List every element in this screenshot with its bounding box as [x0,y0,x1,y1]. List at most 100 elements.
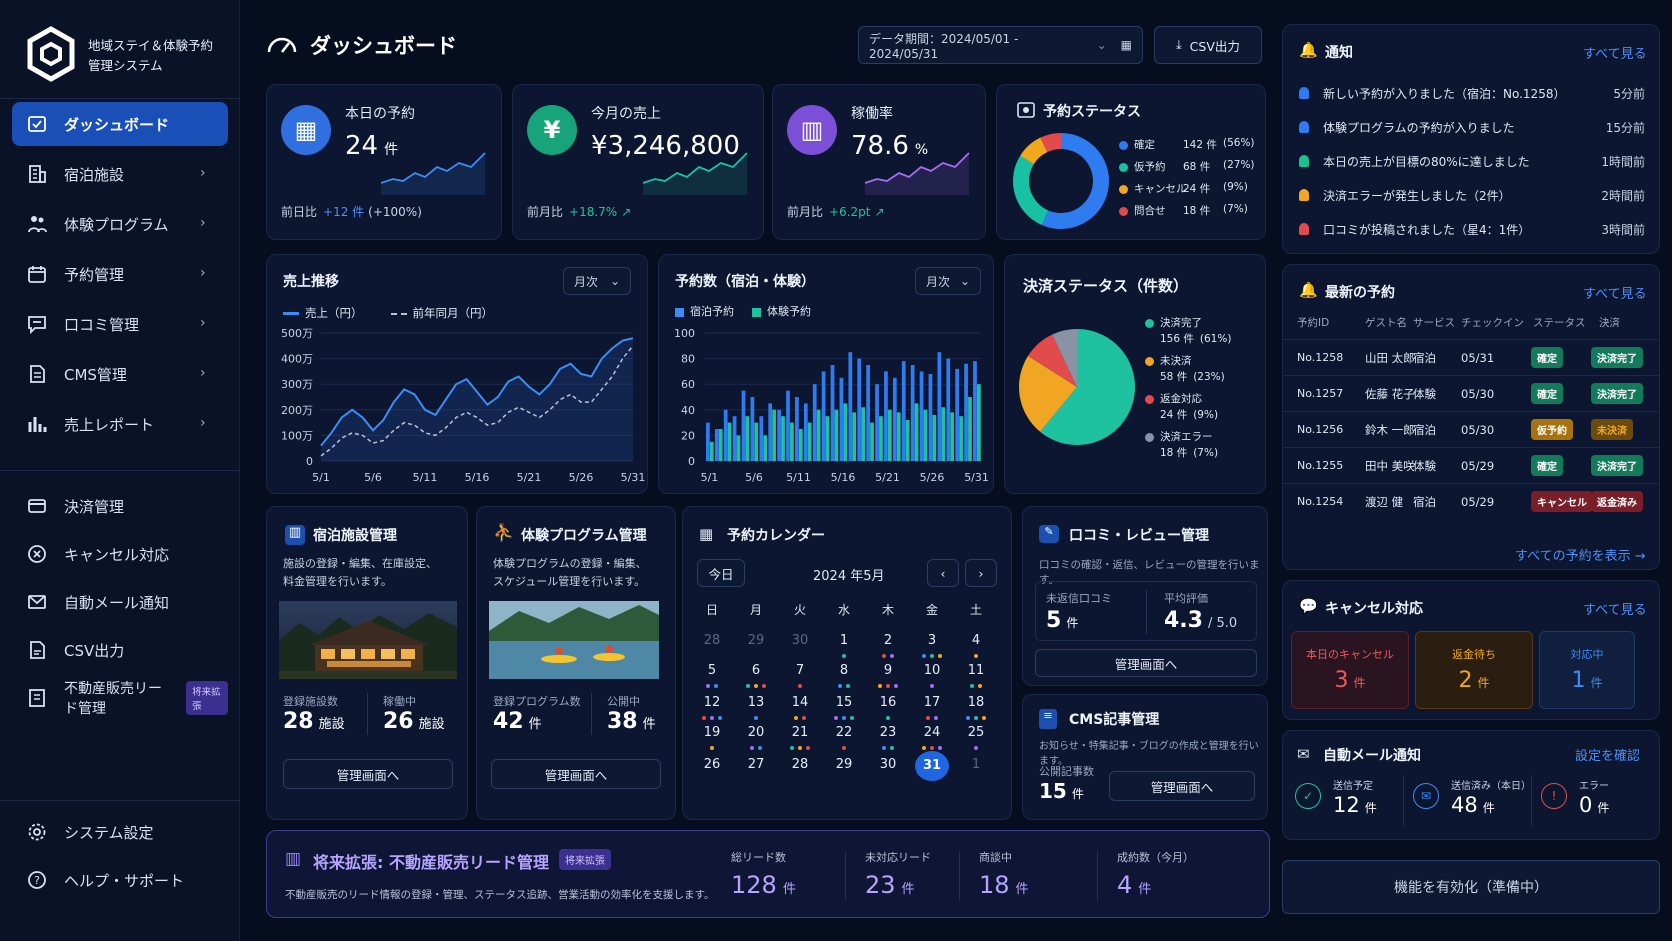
notification-item[interactable]: 体験プログラムの予約が入りました 15分前 [1299,115,1645,139]
table-row[interactable]: No.1256 鈴木 一郎 宿泊 05/30 仮予約 未決済 [1283,411,1659,447]
calendar-day[interactable]: 8 [839,663,849,678]
notification-item[interactable]: 決済エラーが発生しました（2件） 2時間前 [1299,183,1645,207]
calendar-day[interactable]: 14 [791,695,809,710]
calendar-day[interactable]: 25 [967,725,985,740]
period-selector[interactable]: データ期間：2024/05/01 - 2024/05/31 ⌄ ▦ [858,26,1143,64]
cancel-see-all[interactable]: すべて見る [1583,603,1647,618]
calendar-day[interactable]: 28 [791,757,809,772]
sidebar-item-mail[interactable]: 自動メール通知 [12,580,228,624]
bar-exp [816,409,821,461]
table-row[interactable]: No.1254 渡辺 健宿泊 05/29 キャンセル 返金済み [1283,483,1659,519]
calendar-day-selected[interactable]: 31 [915,751,949,781]
sidebar-item-chat[interactable]: 口コミ管理 › [12,302,228,346]
calendar-day[interactable]: 29 [747,633,765,648]
calendar-day[interactable]: 22 [835,725,853,740]
sidebar-item-cancel[interactable]: キャンセル対応 [12,532,228,576]
calendar-day[interactable]: 23 [879,725,897,740]
calendar-day[interactable]: 5 [707,663,717,678]
prev-month-button[interactable]: ‹ [927,559,959,587]
calendar-day[interactable]: 4 [971,633,981,648]
calendar-day[interactable]: 30 [879,757,897,772]
calendar-day[interactable]: 30 [791,633,809,648]
y-tick: 500万 [281,327,313,340]
calendar-day[interactable]: 9 [883,663,893,678]
bar-stay [892,377,897,461]
chevron-down-icon: ⌄ [1096,38,1107,52]
sidebar-item-calendar[interactable]: 予約管理 › [12,252,228,296]
calendar-day[interactable]: 11 [967,663,985,678]
cancel-stat-box[interactable]: 本日のキャンセル 3 件 [1291,631,1409,709]
bell-icon [1299,121,1309,133]
chevron-right-icon: › [200,265,206,281]
facility-manage-button[interactable]: 管理画面へ [283,759,453,789]
table-row[interactable]: No.1257 佐藤 花子 体験 05/30 確定 決済完了 [1283,375,1659,411]
sidebar-item-building[interactable]: 宿泊施設 › [12,152,228,196]
calendar-day[interactable]: 1 [839,633,849,648]
sidebar-item-label: 体験プログラム [64,215,169,234]
calendar-day[interactable]: 13 [747,695,765,710]
x-tick: 5/1 [701,471,719,484]
calendar-day[interactable]: 17 [923,695,941,710]
calendar-day[interactable]: 21 [791,725,809,740]
calendar-day[interactable]: 20 [747,725,765,740]
sales-period-select[interactable]: 月次 ⌄ [563,267,631,295]
mail-settings-link[interactable]: 設定を確認 [1575,749,1641,764]
calendar-day[interactable]: 28 [703,633,721,648]
sidebar-item-people[interactable]: 体験プログラム › [12,202,228,246]
table-row[interactable]: No.1255 田中 美咲 体験 05/29 確定 決済完了 [1283,447,1659,483]
donut-slice [1020,137,1048,165]
calendar-day[interactable]: 3 [927,633,937,648]
bell-icon [1299,189,1309,201]
bar-exp [977,384,981,461]
today-button[interactable]: 今日 [697,559,745,587]
calendar-day[interactable]: 1 [971,757,981,772]
calendar-day[interactable]: 29 [835,757,853,772]
sidebar-item-csv[interactable]: CSV出力 [12,628,228,672]
sidebar-item-bar-chart[interactable]: 売上レポート › [12,402,228,446]
sidebar-item-gear[interactable]: システム設定 [12,810,228,854]
notifications-see-all[interactable]: すべて見る [1583,47,1647,62]
calendar-day[interactable]: 19 [703,725,721,740]
table-row[interactable]: No.1258 山田 太郎 宿泊 05/31 確定 決済完了 [1283,339,1659,375]
bookings-period-select[interactable]: 月次 ⌄ [915,267,981,295]
calendar-day[interactable]: 27 [747,757,765,772]
notification-item[interactable]: 新しい予約が入りました（宿泊：No.1258） 5分前 [1299,81,1645,105]
sidebar-item-label: 決済管理 [64,497,125,516]
calendar-day[interactable]: 7 [795,663,805,678]
program-manage-button[interactable]: 管理画面へ [491,759,661,789]
calendar-day[interactable]: 12 [703,695,721,710]
cancel-stat-box[interactable]: 返金待ち 2 件 [1415,631,1533,709]
bar-exp [968,397,972,461]
calendar-day[interactable]: 2 [883,633,893,648]
recent-see-all[interactable]: すべて見る [1583,287,1647,302]
calendar-day[interactable]: 16 [879,695,897,710]
mail-stat-label: エラー [1579,781,1609,792]
sidebar-item-realestate[interactable]: 不動産販売リード管理 将来拡張 [12,676,228,720]
sidebar-item-dashboard[interactable]: ダッシュボード [12,102,228,146]
calendar-day[interactable]: 15 [835,695,853,710]
enable-feature-button[interactable]: 機能を有効化（準備中） [1282,860,1660,914]
mail-icon: ✉ [1297,745,1310,763]
legend-item: 返金対応 24 件 (9%) [1145,391,1218,423]
calendar-day[interactable]: 26 [703,757,721,772]
review-manage-button[interactable]: 管理画面へ [1035,649,1257,677]
calendar-day[interactable]: 10 [923,663,941,678]
notification-item[interactable]: 口コミが投稿されました（星4：1件） 3時間前 [1299,217,1645,241]
sidebar-item-document[interactable]: CMS管理 › [12,352,228,396]
calendar-day[interactable]: 24 [923,725,941,740]
all-reservations-link[interactable]: すべての予約を表示 → [1515,549,1646,564]
cms-manage-button[interactable]: 管理画面へ [1109,771,1255,801]
bar-exp [754,422,759,461]
review-desc: 口コミの確認・返信、レビューの管理を行います。 [1039,559,1260,586]
mail-stat-value: 48 件 [1451,793,1495,817]
notification-item[interactable]: 本日の売上が目標の80%に達しました 1時間前 [1299,149,1645,173]
calendar-day[interactable]: 18 [967,695,985,710]
next-month-button[interactable]: › [965,559,997,587]
calendar-day[interactable]: 6 [751,663,761,678]
sidebar-item-card[interactable]: 決済管理 [12,484,228,528]
bar-stay [901,361,906,461]
sidebar-item-help[interactable]: ? ヘルプ・サポート [12,858,228,902]
cancel-stat-box[interactable]: 対応中 1 件 [1539,631,1635,709]
x-tick: 5/21 [517,471,542,484]
csv-export-button[interactable]: ⤓ CSV出力 [1154,26,1262,64]
